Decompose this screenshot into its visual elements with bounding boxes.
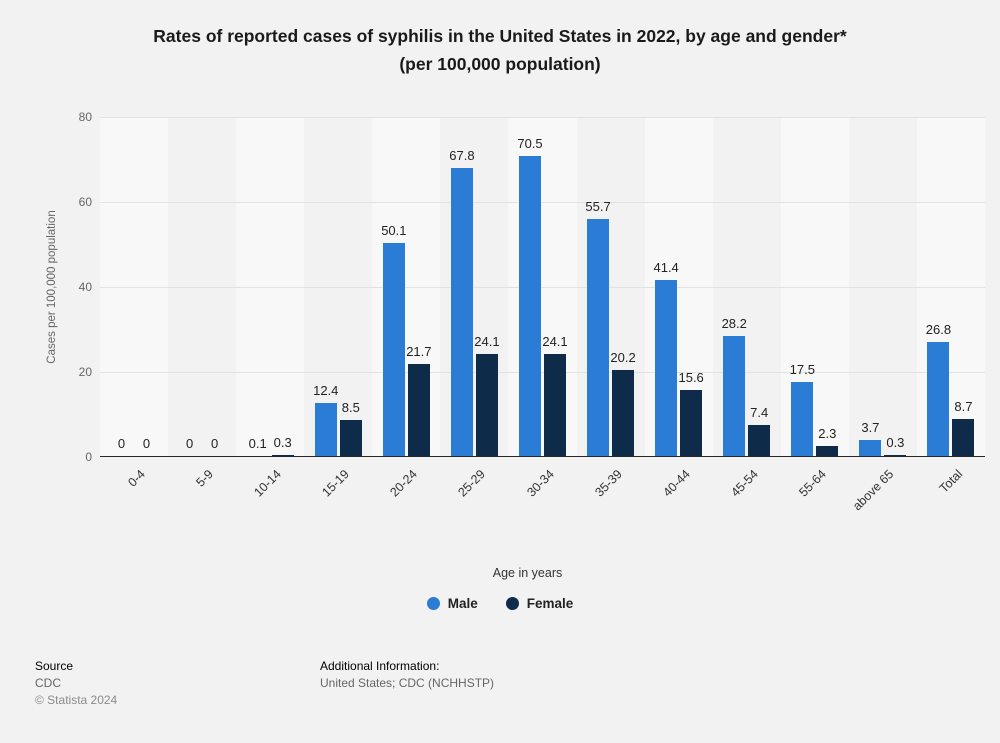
bar-female-55-64[interactable]: [816, 446, 839, 456]
plot-stripe: [236, 117, 305, 456]
plot-stripe: [100, 117, 169, 456]
bar-female-30-34[interactable]: [544, 354, 566, 456]
bar-male-20-24[interactable]: [382, 243, 405, 456]
bar-female-10-14[interactable]: [271, 455, 294, 456]
x-tick-label: 10-14: [251, 467, 285, 500]
bar-female-20-24[interactable]: [407, 364, 430, 456]
value-label: 70.5: [517, 136, 543, 151]
gridline: [100, 287, 985, 288]
copyright-text: © Statista 2024: [35, 693, 118, 707]
value-label: 50.1: [381, 223, 407, 238]
legend-item-male[interactable]: Male: [426, 596, 478, 611]
bar-female-15-19[interactable]: [339, 420, 362, 456]
value-label: 0.3: [886, 435, 905, 450]
source-label: Source: [35, 659, 74, 673]
y-tick-label: 40: [78, 280, 92, 294]
value-label: 15.6: [678, 370, 704, 385]
x-tick-label: 20-24: [387, 467, 421, 500]
value-label: 0: [142, 436, 151, 451]
value-label: 67.8: [449, 148, 475, 163]
value-label: 3.7: [861, 420, 880, 435]
bar-female-25-29[interactable]: [475, 354, 498, 456]
x-tick-label: 35-39: [591, 467, 625, 500]
bar-male-40-44[interactable]: [655, 280, 678, 456]
value-label: 2.3: [818, 426, 837, 441]
legend-label: Female: [526, 596, 574, 611]
bar-male-Total[interactable]: [927, 342, 950, 456]
value-label: 28.2: [721, 316, 747, 331]
bar-male-35-39[interactable]: [587, 219, 610, 456]
x-tick-label: 30-34: [523, 467, 557, 500]
value-label: 0.3: [273, 435, 292, 450]
value-label: 55.7: [585, 199, 611, 214]
value-label: 12.4: [313, 383, 339, 398]
footer-source: Source CDC © Statista 2024: [35, 658, 117, 709]
bar-male-25-29[interactable]: [450, 168, 473, 456]
bar-female-above-65[interactable]: [884, 455, 907, 456]
x-tick-label: 55-64: [796, 467, 829, 500]
value-label: 8.7: [954, 399, 973, 414]
value-label: 41.4: [653, 260, 679, 275]
gridline: [100, 202, 985, 203]
value-label: 20.2: [610, 350, 636, 365]
x-tick-label: above 65: [850, 467, 897, 514]
bar-female-Total[interactable]: [952, 419, 975, 456]
additional-info-value: United States; CDC (NCHHSTP): [320, 676, 495, 690]
gridline: [100, 117, 985, 118]
y-tick-label: 60: [78, 195, 92, 209]
x-tick-label: Total: [936, 467, 965, 496]
bar-female-45-54[interactable]: [748, 425, 771, 456]
bar-male-45-54[interactable]: [723, 336, 746, 456]
legend-dot-male: [426, 597, 440, 610]
chart-title: Rates of reported cases of syphilis in t…: [153, 26, 847, 74]
x-tick-label: 25-29: [455, 467, 489, 500]
value-label: 0.1: [248, 436, 267, 451]
additional-info-label: Additional Information:: [320, 659, 440, 673]
x-tick-label: 40-44: [660, 467, 693, 500]
x-tick-label: 5-9: [193, 467, 217, 490]
value-label: 0: [210, 436, 219, 451]
value-label: 0: [185, 436, 194, 451]
value-label: 21.7: [406, 344, 432, 359]
legend-label: Male: [447, 596, 478, 611]
y-tick-label: 80: [78, 110, 92, 124]
value-label: 7.4: [750, 405, 769, 420]
x-tick-label: 15-19: [319, 467, 353, 500]
bar-male-55-64[interactable]: [791, 382, 814, 456]
legend: Male Female: [0, 596, 1000, 611]
plot-area: 0 0 0 0 0.1 0.3 12.4 8.5 50.1 21.7 67.8 24.1 70.5 24.…: [100, 117, 985, 457]
gridline: [100, 372, 985, 373]
bar-female-35-39[interactable]: [612, 370, 635, 456]
x-tick-label: 45-54: [728, 467, 761, 500]
legend-item-female[interactable]: Female: [505, 596, 574, 611]
value-label: 8.5: [341, 400, 360, 415]
bar-female-40-44[interactable]: [680, 390, 703, 456]
y-tick-label: 20: [78, 365, 92, 379]
bar-male-above-65[interactable]: [859, 440, 882, 456]
value-label: 0: [117, 436, 126, 451]
bar-male-30-34[interactable]: [519, 156, 541, 456]
value-label: 17.5: [789, 362, 815, 377]
footer-additional-info: Additional Information: United States; C…: [320, 658, 494, 692]
x-tick-label: 0-4: [125, 467, 148, 490]
source-value[interactable]: CDC: [35, 676, 61, 690]
bar-male-15-19[interactable]: [314, 403, 337, 456]
x-axis-label: Age in years: [492, 566, 563, 580]
value-label: 24.1: [474, 334, 500, 349]
y-tick-label: 0: [85, 450, 92, 464]
value-label: 24.1: [542, 334, 568, 349]
legend-dot-female: [505, 597, 519, 610]
value-label: 26.8: [925, 322, 952, 337]
